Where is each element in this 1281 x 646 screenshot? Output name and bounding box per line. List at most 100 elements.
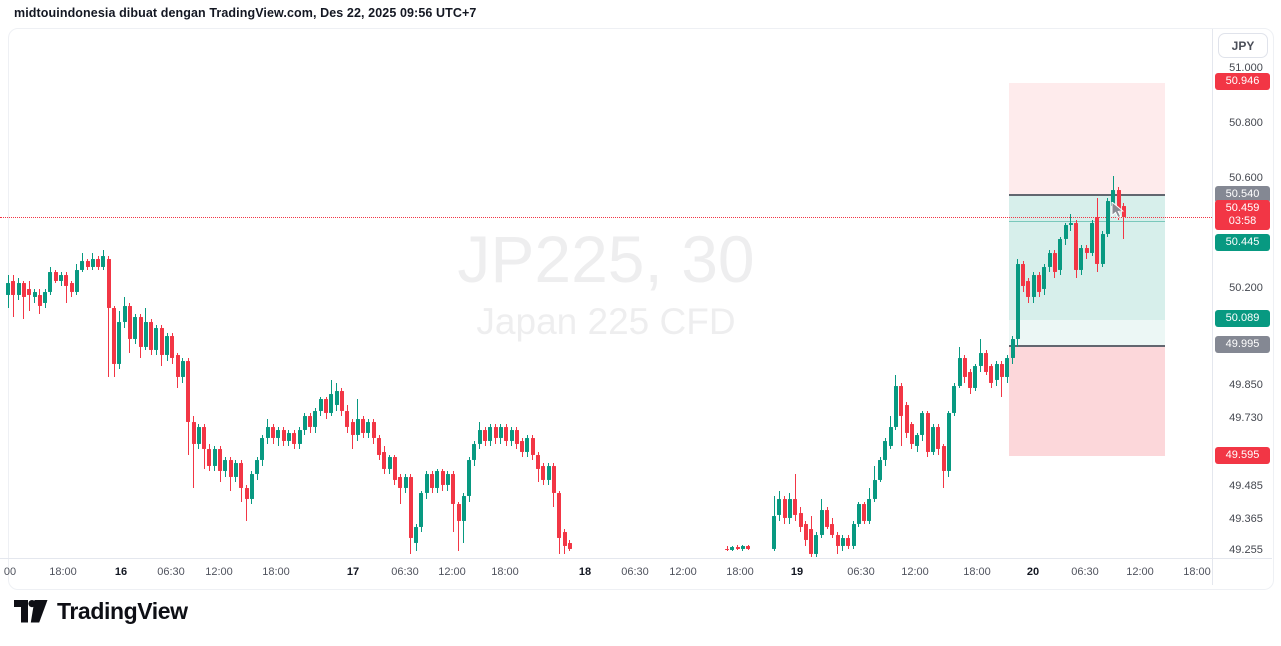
candle-body [313,410,318,428]
candle-body [856,504,861,524]
price-badge: 50.540 [1215,185,1270,203]
candle-body [772,515,776,549]
candle-body [1052,253,1057,273]
candle-body [968,371,973,389]
candle-body [80,261,85,270]
candle-body [424,474,429,494]
candle-body [835,534,840,546]
candle-body [1079,247,1084,270]
candle-body [127,305,132,339]
candle-body [504,427,509,441]
time-label: 18:00 [49,566,77,578]
candle-wick [726,545,728,552]
price-tick-label: 49.255 [1229,543,1263,556]
tradingview-logo[interactable]: TradingView [14,598,188,625]
candle-body [477,429,482,444]
candle-body [984,352,988,372]
candle-body [551,465,556,494]
mouse-cursor-icon [1111,202,1125,219]
candle-body [451,474,456,505]
price-axis-separator [1212,29,1213,585]
price-tick-label: 50.200 [1229,282,1263,295]
candle-wick [458,501,459,552]
candle-body [345,410,350,428]
candle-body [777,498,782,516]
current-price-line [0,217,1212,219]
candle-body [941,446,946,472]
tradingview-logo-text: TradingView [57,598,188,624]
currency-button[interactable]: JPY [1218,33,1268,58]
position-zone[interactable] [1009,82,1165,196]
candle-body [43,291,48,303]
candle-body [546,465,551,480]
candle-body [514,429,519,444]
candle-wick [246,485,247,522]
candle-body [793,498,798,516]
attribution-text: midtouindonesia dibuat dengan TradingVie… [14,6,477,20]
candle-body [297,429,302,444]
candle-body [414,526,419,544]
candle-body [830,523,835,535]
candle-body [1063,225,1068,240]
position-level-line[interactable] [1009,344,1165,347]
candle-body [445,474,450,486]
position-level-line[interactable] [1009,194,1165,197]
time-axis-separator [0,558,1272,559]
candle-body [196,427,201,444]
candle-body [435,471,440,488]
candle-body [1021,264,1026,287]
position-zone[interactable] [1009,319,1165,346]
candle-body [530,438,535,455]
candle-body [904,405,909,433]
price-badge: 49.995 [1215,336,1270,354]
price-badge: 50.089 [1215,310,1270,328]
candle-body [392,457,397,480]
candle-body [233,463,238,477]
candle-wick [1123,203,1125,240]
tradingview-logo-icon [14,600,48,623]
candle-body [16,283,21,295]
time-label: 00 [3,566,17,578]
candle-body [430,474,434,488]
candle-body [536,454,540,469]
candle-body [899,385,904,417]
candle-body [228,460,233,477]
candle-body [318,399,323,411]
candle-body [989,366,994,383]
candle-body [170,335,175,359]
candle-body [260,438,265,461]
candle-body [994,363,999,381]
candle-body [488,427,493,441]
candle-wick [737,544,739,551]
candle-body [112,308,116,364]
position-zone[interactable] [1009,345,1165,457]
candle-body [292,432,297,444]
position-level-line[interactable] [1009,220,1165,222]
price-tick-label: 49.730 [1229,412,1263,425]
candle-body [6,283,10,295]
price-tick-label: 50.600 [1229,171,1263,184]
candle-body [265,427,270,439]
candle-body [1090,222,1094,254]
candle-body [1058,239,1063,270]
price-badge-label: 50.946 [1225,75,1260,88]
candle-wick [1001,360,1003,397]
candle-body [175,355,180,378]
candle-body [324,399,328,414]
candle-body [382,451,387,469]
candle-body [483,429,487,441]
candle-body [143,322,148,347]
date-label: 16 [114,566,128,578]
time-label: 12:00 [901,566,929,578]
candle-body [1042,266,1047,289]
candle-body [149,322,154,350]
candle-body [1095,217,1100,265]
candle-body [122,305,127,323]
price-tick-label: 49.850 [1229,379,1263,392]
candle-body [1068,222,1073,226]
price-tick-label: 49.485 [1229,480,1263,492]
candle-body [1116,189,1121,212]
candle-body [498,427,503,439]
candle-wick [193,416,194,488]
